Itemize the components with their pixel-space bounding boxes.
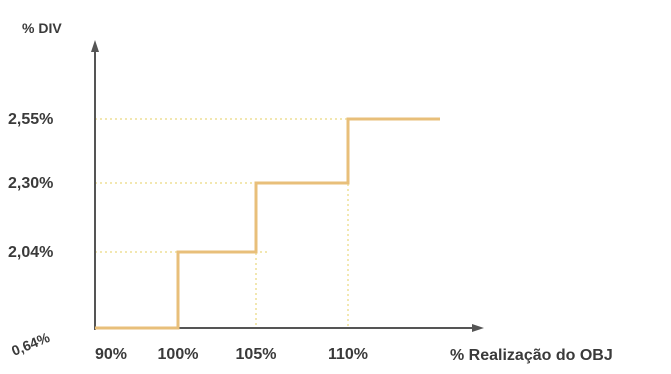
x-tick-label: 110% [328, 346, 368, 363]
x-tick-label: 105% [236, 346, 277, 363]
x-ticks: 90% 100% 105% 110% [95, 346, 368, 363]
series-layer [95, 117, 440, 330]
x-axis-arrow-icon [472, 324, 484, 332]
origin-label: 0,64% [9, 329, 52, 359]
y-axis-title: % DIV [22, 20, 62, 36]
step-series-line [95, 117, 440, 330]
guide-lines [95, 118, 438, 328]
x-axis-title: % Realização do OBJ [450, 347, 613, 364]
y-ticks: 2,55% 2,30% 2,04% [8, 111, 53, 261]
x-tick-label: 90% [95, 346, 127, 363]
y-axis-arrow-icon [91, 40, 99, 52]
y-tick-label: 2,55% [8, 111, 53, 128]
x-tick-label: 100% [158, 346, 199, 363]
y-tick-label: 2,04% [8, 244, 53, 261]
y-tick-label: 2,30% [8, 175, 53, 192]
